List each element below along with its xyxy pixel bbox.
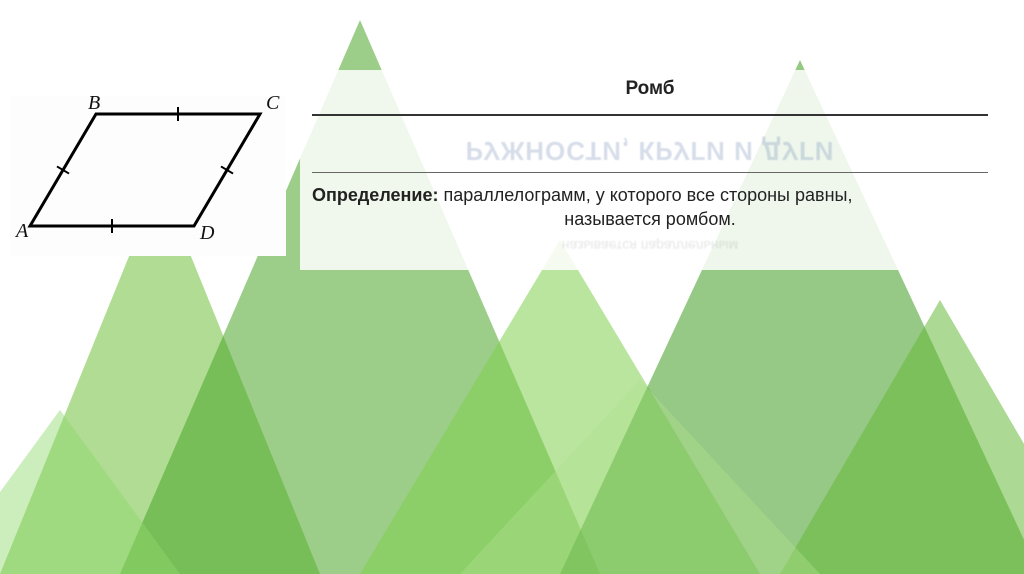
definition-body-1: параллелограмм, у которого все стороны р… — [438, 185, 852, 205]
rule-top — [312, 114, 988, 116]
vertex-label-c: C — [266, 92, 279, 115]
definition-body-2: называется ромбом. — [312, 207, 988, 231]
definition-text: Определение: параллелограмм, у которого … — [312, 183, 988, 232]
rhombus-svg — [10, 96, 286, 256]
rule-mid — [312, 172, 988, 173]
ghost-bleed-under: называется параллельным — [312, 238, 988, 254]
vertex-label-b: B — [88, 92, 100, 115]
vertex-label-d: D — [200, 222, 214, 245]
definition-panel: Ромб РУЖНОСТИ, КРУГИ И ДУГИ Определение:… — [300, 70, 1000, 270]
section-title: Ромб — [312, 78, 988, 110]
content-layer: A B C D Ромб РУЖНОСТИ, КРУГИ И ДУГИ Опре… — [0, 0, 1024, 574]
rhombus-diagram: A B C D — [10, 96, 286, 256]
ghost-bleed-text: РУЖНОСТИ, КРУГИ И ДУГИ — [312, 126, 988, 166]
definition-label: Определение: — [312, 185, 438, 205]
vertex-label-a: A — [16, 220, 28, 243]
